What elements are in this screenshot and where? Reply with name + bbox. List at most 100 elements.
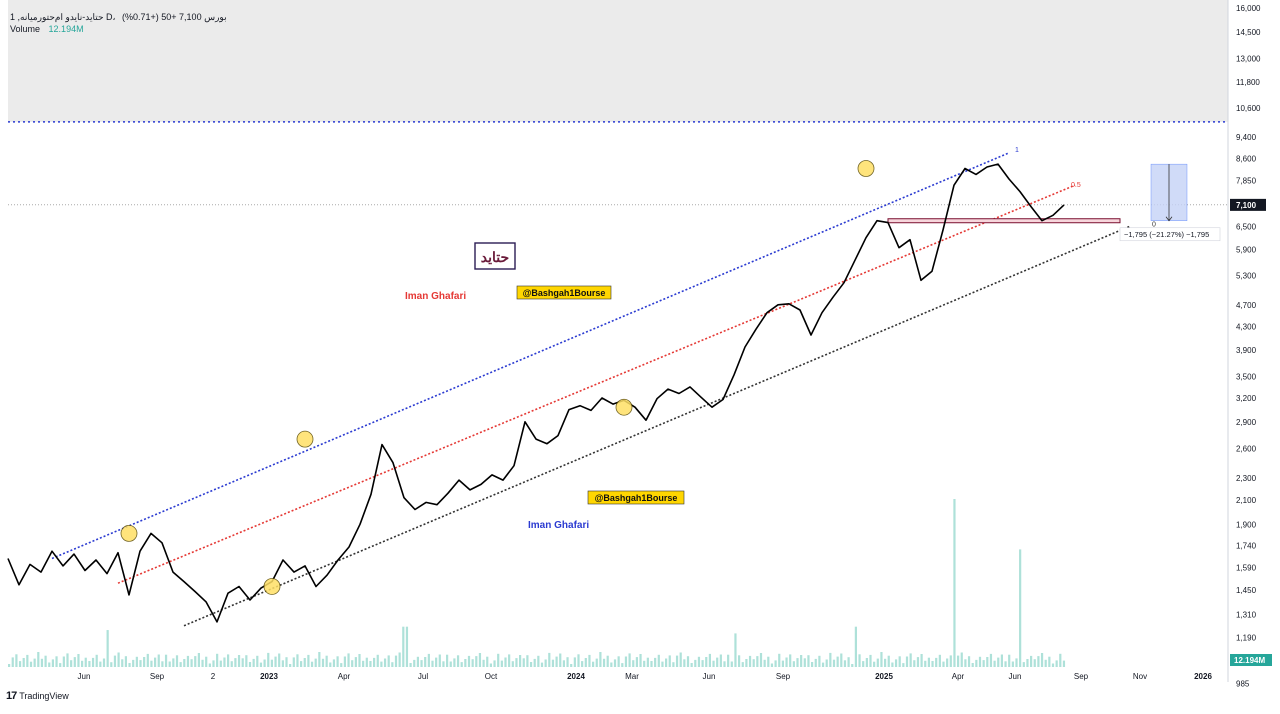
volume-bar [442,661,445,667]
time-axis[interactable]: Jun Sep 2 2023 Apr Jul Oct 2024 Mar Jun Sep 2025 Apr… [78,672,1213,681]
volume-bar [340,663,343,667]
pivot-marker[interactable] [615,398,633,416]
volume-bar [836,656,839,667]
price-tick-label: 1,590 [1236,563,1257,572]
volume-bar [1000,654,1003,667]
volume-bar [77,654,80,667]
volume-bar [865,658,868,667]
volume-bar [216,653,219,667]
time-tick-label: Sep [776,672,791,681]
volume-bar [894,659,898,667]
price-tick-label: 5,300 [1236,272,1257,281]
volume-bar [665,658,668,667]
volume-bar [456,655,460,667]
channel-lower-line[interactable] [183,225,1131,627]
channel-tag-bottom[interactable]: @Bashgah1Bourse [595,493,678,503]
price-tick-label: 985 [1236,679,1250,688]
volume-bar [800,655,803,667]
volume-bar [336,656,339,667]
volume-bar [435,657,438,667]
volume-bar [916,657,920,667]
current-price-badge[interactable] [1230,198,1266,211]
volume-bar [686,656,690,667]
resistance-zone[interactable] [887,218,1121,224]
volume-bar [91,657,95,667]
volume-bar [529,662,533,667]
volume-bar [540,662,544,667]
volume-bar [99,661,102,667]
volume-bar [464,659,467,667]
price-axis[interactable]: 16,000 14,500 13,000 11,800 10,600 9,400 8,600… [1230,4,1272,688]
volume-bar [1048,656,1051,667]
volume-bar [661,661,664,667]
channel-tag-top[interactable]: @Bashgah1Bourse [523,288,606,298]
volume-bar [212,660,215,667]
volume-bar [409,663,412,667]
volume-badge[interactable] [1230,654,1272,666]
volume-bar [500,660,503,667]
volume-bar [66,653,69,667]
volume-bar [296,654,299,667]
time-tick-label: 2023 [260,672,278,681]
volume-bar [679,652,682,667]
pivot-marker[interactable] [296,430,314,448]
annotation-layer[interactable]: −1,795 (−21.27%) −1,795 حتاید Iman Ghafari… [405,163,1221,531]
volume-bar [716,657,719,667]
volume-bar [792,661,795,667]
symbol-row[interactable]: 1 ,حتاید-نایدو ام‌حتورمیانه D، بورس 7,10… [10,11,227,23]
volume-bar [413,659,416,667]
volume-bar [11,657,14,667]
volume-bar [376,654,379,667]
measure-label[interactable]: −1,795 (−21.27%) −1,795 [1124,230,1209,239]
volume-bar [588,654,591,667]
channel-upper-line[interactable] [51,152,1010,560]
volume-bar [259,662,263,667]
volume-row[interactable]: Volume 12.194M [10,23,227,35]
time-tick-label: Sep [150,672,165,681]
channel-middle-line[interactable] [117,184,1076,584]
volume-bar [274,656,277,667]
volume-bar [526,655,529,667]
time-tick-label: 2 [211,672,216,681]
volume-bar [26,654,29,667]
price-tick-label: 13,000 [1236,54,1261,63]
persian-title[interactable]: حتاید [481,249,509,265]
price-series-line[interactable] [7,163,1065,623]
volume-bar [807,655,810,667]
volume-bar [405,626,409,667]
volume-bar [143,657,146,667]
persian-title-box [474,242,516,270]
volume-bar [993,660,996,667]
volume-bar [486,656,489,667]
author-label-red[interactable]: Iman Ghafari [405,291,466,302]
pivot-marker[interactable] [263,578,281,595]
time-tick-label: Mar [625,672,639,681]
volume-bar [884,658,887,667]
volume-bar [343,656,346,667]
volume-bar [719,654,722,667]
volume-bar [113,655,117,667]
volume-bar [814,658,817,667]
volume-bar [132,659,135,667]
volume-bar [953,499,956,667]
volume-bar [577,654,580,667]
pivot-marker[interactable] [120,524,138,542]
volume-bar [763,659,766,667]
tradingview-logo[interactable]: 17 TradingView [6,690,69,702]
volume-bar [847,657,850,667]
volume-bar [978,656,982,667]
volume-bar [55,656,58,667]
price-tick-label: 8,600 [1236,154,1257,163]
volume-bar [124,656,127,667]
price-layer[interactable] [7,160,1065,623]
volume-badge-label: 12.194M [1234,656,1265,665]
pivot-marker[interactable] [857,160,875,177]
author-label-blue[interactable]: Iman Ghafari [528,520,589,531]
channel-layer[interactable]: 10.50 [51,147,1156,627]
volume-bar [734,633,737,667]
volume-bar [179,662,182,667]
volume-bar [245,655,248,667]
volume-bar [150,660,153,667]
